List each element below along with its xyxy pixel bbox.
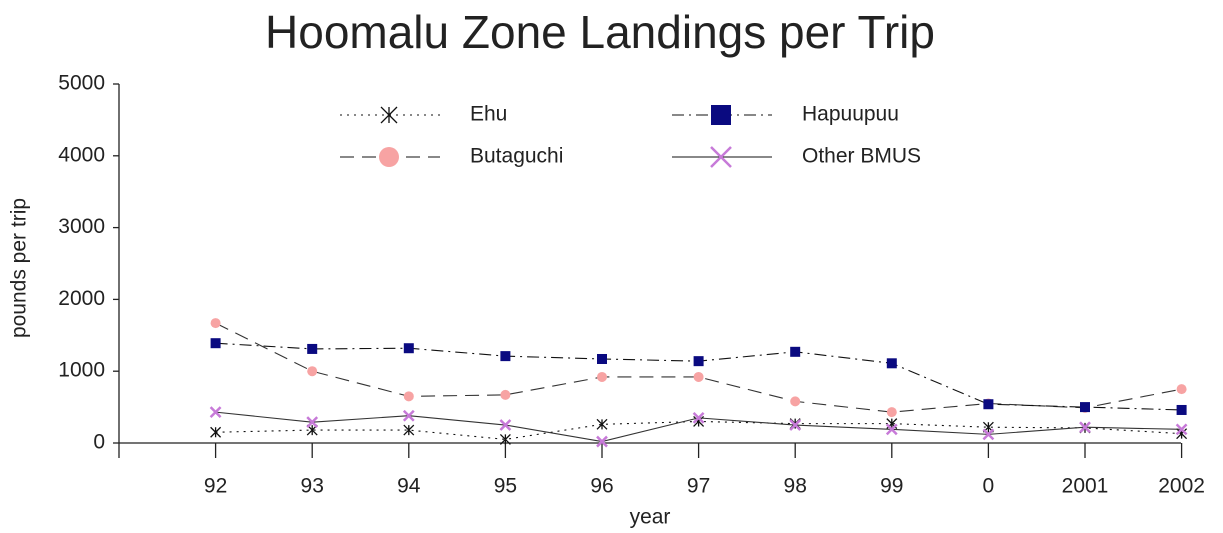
point (1079, 421, 1091, 434)
y-tick-label: 4000 (58, 143, 105, 166)
y-tick-label: 2000 (58, 287, 105, 310)
point (1080, 402, 1090, 413)
legend-label: Ehu (470, 103, 507, 126)
y-tick-label: 0 (93, 431, 105, 454)
legend-marker (380, 106, 398, 124)
point (403, 343, 414, 354)
point (210, 426, 222, 438)
point (1175, 423, 1188, 436)
point (402, 409, 415, 422)
x-tick-label: 98 (784, 475, 807, 498)
y-tick-label: 5000 (58, 72, 105, 95)
legend-label: Butaguchi (470, 145, 563, 168)
x-tick-label: 2002 (1158, 475, 1205, 498)
legend-label: Other BMUS (802, 145, 921, 168)
point (886, 358, 897, 369)
x-tick-label: 95 (494, 475, 517, 498)
x-tick-label: 99 (880, 475, 903, 498)
point (596, 418, 608, 430)
point (307, 343, 318, 354)
point (983, 399, 994, 410)
point (789, 419, 802, 431)
point (692, 411, 705, 424)
chart-title: Hoomalu Zone Landings per Trip (265, 6, 935, 58)
x-tick-label: 93 (301, 475, 324, 498)
point (306, 416, 319, 429)
x-tick-label: 96 (590, 475, 613, 498)
y-tick-label: 1000 (58, 359, 105, 382)
point (886, 407, 897, 418)
y-tick-label: 3000 (58, 215, 105, 238)
point (209, 406, 222, 419)
point (210, 318, 221, 329)
legend-label: Hapuupuu (802, 103, 899, 126)
point (790, 346, 801, 357)
point (790, 396, 801, 407)
series-line (215, 322, 1182, 413)
point (307, 366, 318, 377)
x-tick-label: 92 (204, 475, 227, 498)
point (499, 433, 511, 445)
legend-marker (711, 105, 731, 125)
point (500, 389, 511, 400)
point (597, 353, 607, 364)
point (210, 338, 221, 349)
point (403, 391, 414, 402)
point (1176, 384, 1187, 395)
x-axis-label: year (630, 506, 671, 529)
point (500, 351, 511, 362)
point (499, 419, 512, 431)
legend-marker (710, 146, 732, 168)
point (693, 356, 704, 367)
point (982, 428, 995, 441)
x-tick-label: 2001 (1062, 475, 1109, 498)
legend-marker (379, 147, 399, 167)
point (885, 423, 898, 436)
x-tick-label: 94 (397, 475, 421, 498)
point (693, 371, 704, 382)
y-axis-label: pounds per trip (8, 198, 31, 338)
point (596, 435, 608, 448)
x-tick-label: 0 (983, 475, 995, 498)
x-tick-label: 97 (687, 475, 710, 498)
point (403, 424, 415, 436)
point (1176, 404, 1187, 415)
point (597, 371, 607, 382)
